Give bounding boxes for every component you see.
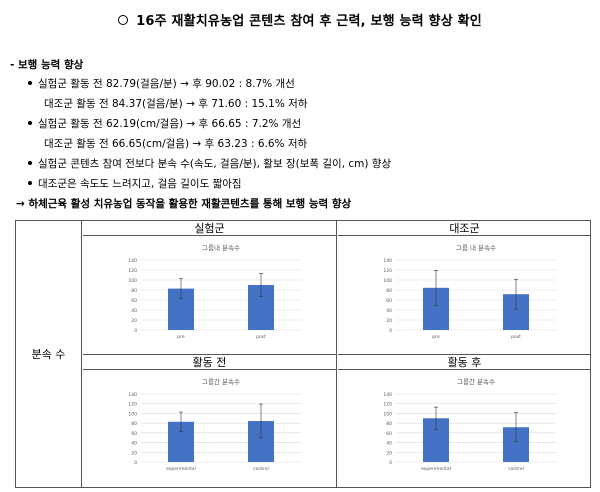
y-tick-label: 60 <box>131 298 137 304</box>
y-tick-label: 120 <box>383 402 392 408</box>
y-tick-label: 40 <box>386 308 392 314</box>
y-tick-label: 80 <box>131 421 137 427</box>
x-tick-label: control <box>253 466 269 472</box>
y-tick-label: 40 <box>131 441 137 447</box>
result-line-1: 실험군 활동 전 82.79(걸음/분) → 후 90.02 : 8.7% 개선 <box>28 76 295 91</box>
x-tick-label: pre <box>432 334 440 340</box>
cell-header: 대조군 <box>338 221 591 236</box>
chart-title: 그룹 내 분속수 <box>456 243 496 252</box>
y-tick-label: 0 <box>134 460 137 466</box>
y-tick-label: 120 <box>383 268 392 274</box>
cell-experimental: 실험군 그룹내 분속수 0 20 40 60 80 100 120 140 pre post <box>83 221 337 355</box>
y-tick-label: 0 <box>134 328 137 334</box>
y-tick-label: 0 <box>389 460 392 466</box>
y-tick-label: 40 <box>386 441 392 447</box>
cell-after: 활동 후 그룹간 분속수 0 20 40 60 80 100 120 140 experiment… <box>338 355 591 487</box>
x-tick-label: post <box>511 334 521 340</box>
cell-header: 활동 후 <box>338 355 591 370</box>
y-tick-label: 60 <box>131 431 137 437</box>
y-tick-label: 140 <box>128 258 137 264</box>
y-tick-label: 80 <box>386 288 392 294</box>
y-tick-label: 20 <box>386 450 392 456</box>
y-tick-label: 140 <box>383 392 392 398</box>
y-tick-label: 80 <box>386 421 392 427</box>
result-line-5: 실험군 콘텐츠 참여 전보다 분속 수(속도, 걸음/분), 활보 장(보폭 길… <box>28 156 391 171</box>
chart-within-control: 그룹 내 분속수 0 20 40 60 80 100 120 140 pre post <box>383 243 556 340</box>
chart-table: 분속 수 실험군 그룹내 분속수 0 20 40 60 80 100 120 140 pre pos… <box>15 220 591 488</box>
y-tick-label: 20 <box>386 318 392 324</box>
y-tick-label: 100 <box>383 278 392 284</box>
document-title: 16주 재활치유농업 콘텐츠 참여 후 근력, 보행 능력 향상 확인 <box>0 10 600 29</box>
cell-header: 활동 전 <box>83 355 336 370</box>
y-tick-label: 120 <box>128 402 137 408</box>
x-tick-label: post <box>256 334 266 340</box>
y-tick-label: 100 <box>128 278 137 284</box>
y-tick-label: 140 <box>383 258 392 264</box>
y-tick-label: 40 <box>131 308 137 314</box>
cell-before: 활동 전 그룹간 분속수 0 20 40 60 80 100 120 140 experiment… <box>83 355 337 487</box>
bullet-icon <box>28 121 32 125</box>
chart-between-after: 그룹간 분속수 0 20 40 60 80 100 120 140 experimental con… <box>383 377 556 472</box>
chart-title: 그룹내 분속수 <box>202 243 240 252</box>
chart-title: 그룹간 분속수 <box>202 377 240 386</box>
cell-control: 대조군 그룹 내 분속수 0 20 40 60 80 100 120 140 pre post <box>338 221 591 355</box>
bullet-icon <box>28 81 32 85</box>
x-tick-label: experimental <box>166 466 196 472</box>
title-text: 16주 재활치유농업 콘텐츠 참여 후 근력, 보행 능력 향상 확인 <box>136 14 482 29</box>
conclusion-text: → 하체근육 활성 치유농업 동작을 활용한 재활콘텐츠를 통해 보행 능력 향… <box>16 198 352 210</box>
chart-title: 그룹간 분속수 <box>457 377 495 386</box>
result-line-2: 대조군 활동 전 84.37(걸음/분) → 후 71.60 : 15.1% 저… <box>44 98 308 110</box>
y-tick-label: 0 <box>389 328 392 334</box>
section-heading: - 보행 능력 향상 <box>10 59 84 71</box>
bullet-icon <box>28 161 32 165</box>
result-line-3: 실험군 활동 전 62.19(cm/걸음) → 후 66.65 : 7.2% 개… <box>28 116 301 131</box>
y-tick-label: 20 <box>131 318 137 324</box>
chart-between-before: 그룹간 분속수 0 20 40 60 80 100 120 140 experimental con… <box>128 377 301 472</box>
result-line-6: 대조군은 속도도 느려지고, 걸음 길이도 짧아짐 <box>28 176 242 191</box>
y-tick-label: 60 <box>386 298 392 304</box>
y-tick-label: 120 <box>128 268 137 274</box>
y-tick-label: 100 <box>128 411 137 417</box>
cell-header: 실험군 <box>83 221 336 236</box>
chart-within-experimental: 그룹내 분속수 0 20 40 60 80 100 120 140 pre post <box>128 243 301 340</box>
y-tick-label: 20 <box>131 450 137 456</box>
y-tick-label: 80 <box>131 288 137 294</box>
bullet-icon <box>28 181 32 185</box>
y-tick-label: 100 <box>383 411 392 417</box>
y-tick-label: 140 <box>128 392 137 398</box>
x-tick-label: pre <box>177 334 185 340</box>
circle-bullet-icon <box>118 15 129 25</box>
x-tick-label: control <box>508 466 524 472</box>
y-tick-label: 60 <box>386 431 392 437</box>
x-tick-label: experimental <box>421 466 451 472</box>
row-label: 분속 수 <box>16 221 82 487</box>
result-line-4: 대조군 활동 전 66.65(cm/걸음) → 후 63.23 : 6.6% 저… <box>44 138 308 150</box>
